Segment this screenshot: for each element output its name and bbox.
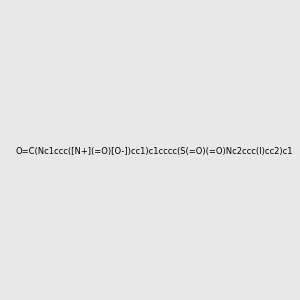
- Text: O=C(Nc1ccc([N+](=O)[O-])cc1)c1cccc(S(=O)(=O)Nc2ccc(I)cc2)c1: O=C(Nc1ccc([N+](=O)[O-])cc1)c1cccc(S(=O)…: [15, 147, 292, 156]
